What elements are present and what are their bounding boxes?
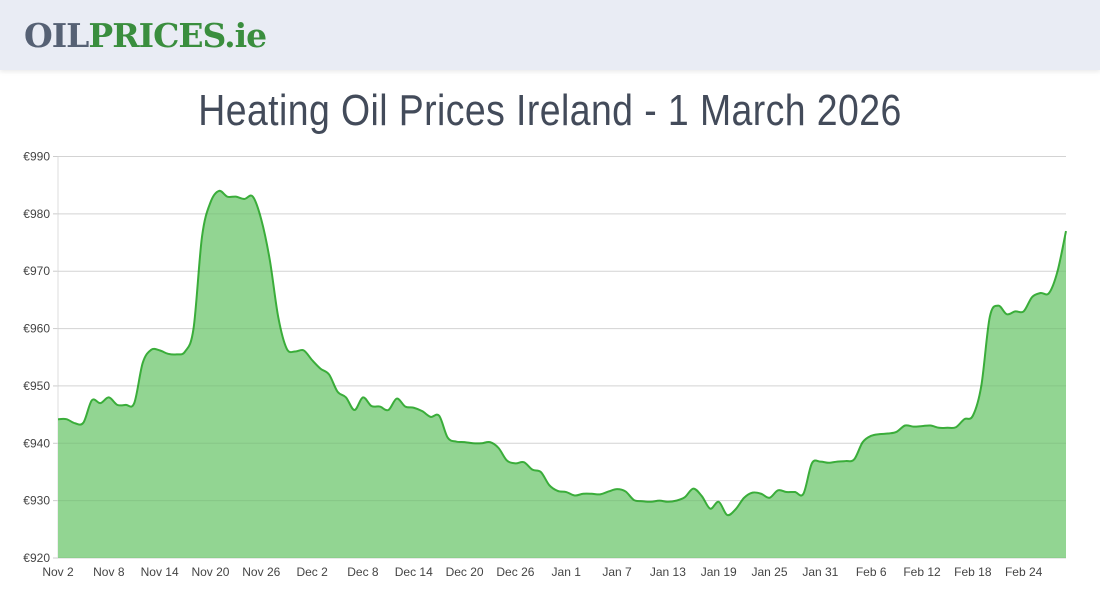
y-tick-label: €960 xyxy=(23,322,50,336)
site-logo[interactable]: OILPRICES.ie xyxy=(24,16,267,56)
logo-text-oil: OIL xyxy=(24,16,89,55)
logo-text-prices: PRICES.ie xyxy=(88,16,267,55)
x-tick-label: Nov 2 xyxy=(42,565,74,579)
y-tick-label: €950 xyxy=(23,379,50,393)
x-tick-label: Nov 26 xyxy=(242,565,280,579)
x-tick-label: Jan 13 xyxy=(650,565,686,579)
x-tick-label: Feb 18 xyxy=(954,565,992,579)
x-tick-label: Dec 26 xyxy=(496,565,534,579)
x-tick-label: Feb 12 xyxy=(903,565,941,579)
y-tick-label: €920 xyxy=(23,551,50,565)
x-tick-label: Dec 2 xyxy=(296,565,328,579)
x-tick-label: Nov 20 xyxy=(191,565,229,579)
x-tick-label: Nov 8 xyxy=(93,565,125,579)
y-tick-label: €980 xyxy=(23,207,50,221)
y-tick-label: €930 xyxy=(23,494,50,508)
x-tick-label: Dec 14 xyxy=(395,565,433,579)
x-tick-label: Dec 8 xyxy=(347,565,379,579)
x-tick-label: Nov 14 xyxy=(141,565,179,579)
y-tick-label: €990 xyxy=(23,150,50,164)
price-line xyxy=(57,189,1067,517)
x-tick-label: Feb 24 xyxy=(1005,565,1043,579)
x-tick-label: Jan 7 xyxy=(602,565,632,579)
page-title: Heating Oil Prices Ireland - 1 March 202… xyxy=(198,86,902,135)
x-tick-label: Jan 31 xyxy=(802,565,838,579)
price-area xyxy=(58,190,1066,558)
x-tick-label: Feb 6 xyxy=(856,565,887,579)
x-tick-label: Dec 20 xyxy=(446,565,484,579)
site-header: OILPRICES.ie xyxy=(0,0,1100,70)
y-tick-label: €940 xyxy=(23,436,50,450)
x-tick-label: Jan 19 xyxy=(701,565,737,579)
y-tick-label: €970 xyxy=(23,264,50,278)
x-tick-label: Jan 25 xyxy=(752,565,788,579)
x-tick-label: Jan 1 xyxy=(552,565,582,579)
